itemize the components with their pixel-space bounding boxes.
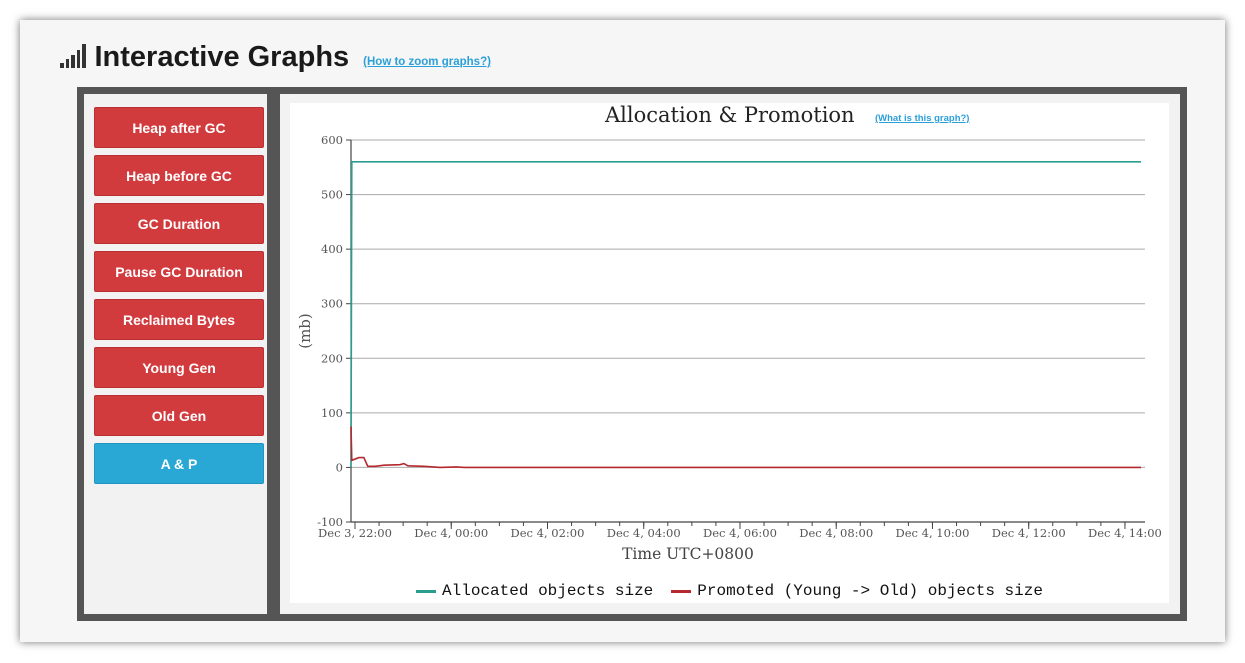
x-tick-label: Dec 4, 02:00 xyxy=(511,526,585,540)
y-tick-label: -100 xyxy=(317,515,343,529)
x-tick-label: Dec 4, 14:00 xyxy=(1088,526,1162,540)
series-line-promoted xyxy=(350,426,1141,469)
series-line-allocated xyxy=(350,161,1141,468)
young-gen-button[interactable]: Young Gen xyxy=(94,347,264,388)
x-axis-label: Time UTC+0800 xyxy=(622,545,754,563)
chart-panel: Allocation & Promotion (What is this gra… xyxy=(280,94,1180,614)
y-tick-label: 600 xyxy=(321,133,343,147)
legend-swatch-promoted xyxy=(671,589,692,593)
heap-after-gc-button[interactable]: Heap after GC xyxy=(94,107,264,148)
x-tick-label: Dec 4, 08:00 xyxy=(799,526,873,540)
page-title: Interactive Graphs xyxy=(94,41,350,73)
legend-item-allocated[interactable]: Allocated objects size xyxy=(416,582,653,600)
reclaimed-bytes-button[interactable]: Reclaimed Bytes xyxy=(94,299,264,340)
y-tick-label: 100 xyxy=(321,406,343,420)
x-tick-label: Dec 4, 00:00 xyxy=(414,526,488,540)
x-tick-label: Dec 4, 06:00 xyxy=(703,526,777,540)
chart-legend: Allocated objects size Promoted (Young -… xyxy=(290,581,1169,601)
line-chart[interactable]: -100 0 100 200 300 400 500 600 Dec 3, 22:00 Dec 4… xyxy=(290,103,1169,581)
graph-selector-sidebar: Heap after GC Heap before GC GC Duration… xyxy=(84,94,267,614)
main-card: Interactive Graphs (How to zoom graphs?)… xyxy=(20,20,1225,642)
chart-title: Allocation & Promotion xyxy=(605,103,855,127)
signal-bars-icon xyxy=(60,42,86,68)
x-tick-label: Dec 3, 22:00 xyxy=(318,526,392,540)
y-axis-label: (mb) xyxy=(296,313,314,349)
x-tick-label: Dec 4, 12:00 xyxy=(992,526,1066,540)
graph-help-link[interactable]: (What is this graph?) xyxy=(875,113,970,124)
y-tick-label: 200 xyxy=(321,351,343,365)
header: Interactive Graphs (How to zoom graphs?) xyxy=(60,34,491,74)
graphs-frame: Heap after GC Heap before GC GC Duration… xyxy=(77,87,1187,621)
pause-gc-duration-button[interactable]: Pause GC Duration xyxy=(94,251,264,292)
chart-area: Allocation & Promotion (What is this gra… xyxy=(290,103,1169,603)
y-tick-label: 0 xyxy=(336,460,343,474)
y-tick-label: 300 xyxy=(321,297,343,311)
x-tick-label: Dec 4, 04:00 xyxy=(607,526,681,540)
legend-item-promoted[interactable]: Promoted (Young -> Old) objects size xyxy=(671,582,1043,600)
a-and-p-button[interactable]: A & P xyxy=(94,443,264,484)
y-tick-label: 500 xyxy=(321,188,343,202)
zoom-help-link[interactable]: (How to zoom graphs?) xyxy=(363,56,491,68)
gc-duration-button[interactable]: GC Duration xyxy=(94,203,264,244)
heap-before-gc-button[interactable]: Heap before GC xyxy=(94,155,264,196)
x-tick-label: Dec 4, 10:00 xyxy=(896,526,970,540)
old-gen-button[interactable]: Old Gen xyxy=(94,395,264,436)
y-tick-label: 400 xyxy=(321,242,343,256)
legend-swatch-allocated xyxy=(416,589,437,593)
legend-label-promoted: Promoted (Young -> Old) objects size xyxy=(697,582,1043,600)
legend-label-allocated: Allocated objects size xyxy=(442,582,654,600)
